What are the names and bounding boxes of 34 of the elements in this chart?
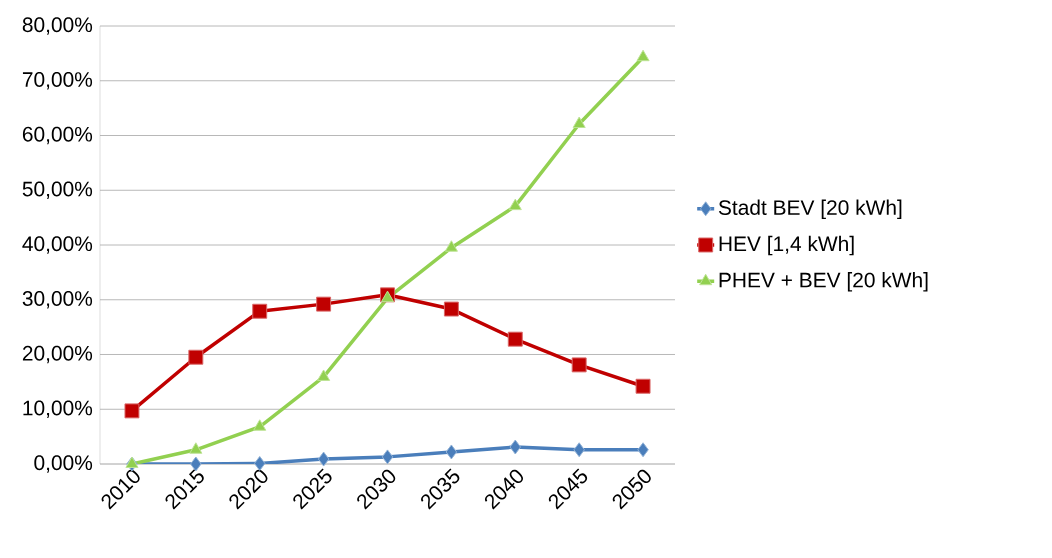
point bbox=[637, 442, 649, 458]
point bbox=[381, 449, 394, 465]
point bbox=[252, 303, 268, 319]
point bbox=[445, 444, 458, 460]
point bbox=[443, 301, 459, 317]
point bbox=[124, 403, 140, 419]
y-tick-label: 30,00% bbox=[22, 291, 93, 309]
legend-label: PHEV + BEV [20 kWh] bbox=[719, 272, 928, 292]
point bbox=[317, 451, 330, 467]
y-tick-label: 80,00% bbox=[22, 17, 93, 35]
point bbox=[188, 349, 204, 365]
point bbox=[635, 378, 651, 394]
point bbox=[573, 442, 585, 458]
point bbox=[316, 296, 332, 312]
point bbox=[253, 419, 267, 431]
point bbox=[572, 116, 586, 128]
point bbox=[317, 369, 331, 381]
point bbox=[189, 442, 203, 454]
point bbox=[509, 439, 522, 455]
y-tick-label: 20,00% bbox=[22, 345, 93, 364]
point bbox=[125, 456, 139, 468]
y-tick-label: 60,00% bbox=[22, 126, 93, 145]
y-tick-label: 70,00% bbox=[22, 72, 93, 90]
point bbox=[444, 240, 458, 252]
legend-label: Stadt BEV [20 kWh] bbox=[718, 199, 902, 220]
point bbox=[571, 357, 587, 373]
y-tick-label: 0,00% bbox=[34, 455, 93, 473]
y-tick-label: 40,00% bbox=[22, 236, 93, 254]
point bbox=[507, 331, 523, 347]
legend-label: HEV [1,4 kWh] bbox=[719, 235, 854, 256]
point bbox=[636, 49, 650, 62]
y-tick-label: 50,00% bbox=[22, 181, 93, 199]
y-tick-label: 10,00% bbox=[23, 400, 93, 418]
point bbox=[508, 198, 522, 211]
